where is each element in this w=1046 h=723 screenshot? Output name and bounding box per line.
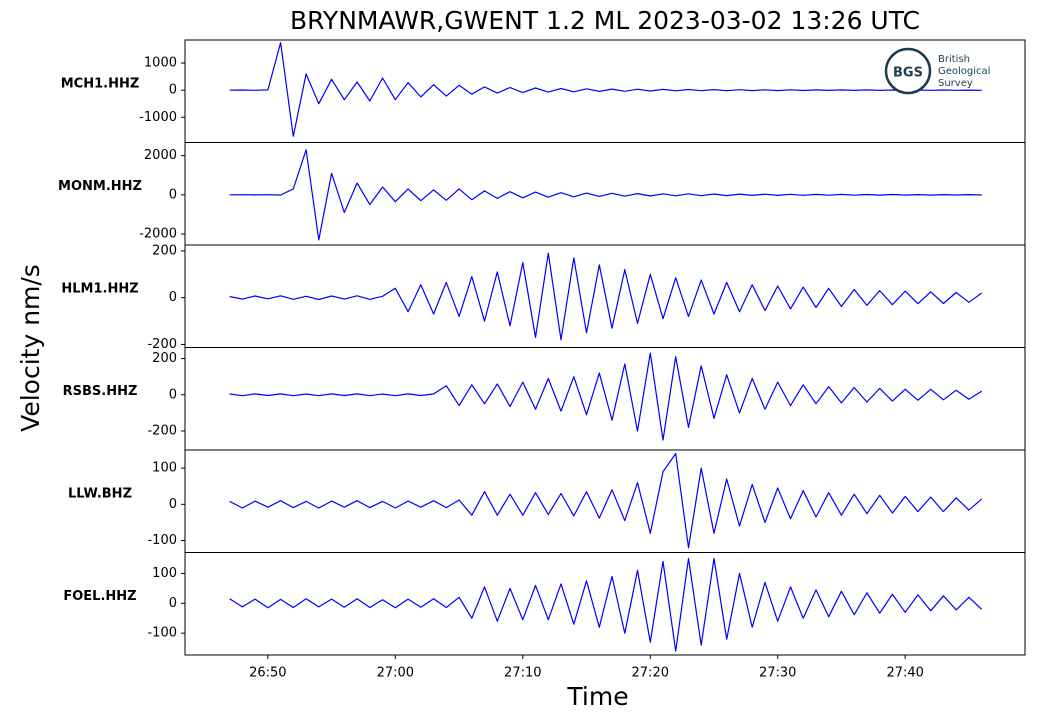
- y-tick-label: 0: [169, 497, 177, 512]
- y-tick-label: 100: [152, 461, 177, 476]
- logo: BGS British Geological Survey: [884, 47, 990, 95]
- x-tick-label: 27:30: [759, 666, 796, 681]
- x-tick-label: 27:10: [504, 666, 541, 681]
- y-tick-label: 0: [169, 187, 177, 202]
- waveform: [229, 557, 983, 652]
- logo-ring: [884, 47, 932, 95]
- y-tick-label: 100: [152, 566, 177, 581]
- y-tick-label: -200: [147, 337, 177, 352]
- logo-text: Geological: [938, 66, 990, 77]
- x-tick-label: 27:40: [886, 666, 923, 681]
- station-label: HLM1.HHZ: [61, 282, 138, 297]
- waveform: [229, 453, 983, 549]
- station-label: RSBS.HHZ: [63, 384, 138, 399]
- y-axis-label: Velocity nm/s: [16, 264, 45, 432]
- station-label: LLW.BHZ: [68, 487, 132, 502]
- y-tick-label: 0: [169, 83, 177, 98]
- y-tick-label: -100: [147, 533, 177, 548]
- y-tick-label: -200: [147, 423, 177, 438]
- y-tick-label: -2000: [139, 227, 177, 242]
- y-tick-label: 0: [169, 596, 177, 611]
- x-tick-label: 27:20: [632, 666, 669, 681]
- y-tick-label: -100: [147, 626, 177, 641]
- station-label: MCH1.HHZ: [61, 77, 140, 92]
- y-tick-label: 200: [152, 243, 177, 258]
- y-tick-label: 1000: [144, 56, 177, 71]
- y-tick-label: 200: [152, 351, 177, 366]
- x-tick-label: 26:50: [249, 666, 286, 681]
- waveform: [229, 42, 982, 137]
- x-tick-label: 27:00: [377, 666, 414, 681]
- chart-title: BRYNMAWR,GWENT 1.2 ML 2023-03-02 13:26 U…: [290, 6, 920, 35]
- y-tick-label: 0: [169, 387, 177, 402]
- waveform: [229, 352, 983, 441]
- logo-text: British: [938, 54, 970, 65]
- station-label: MONM.HHZ: [58, 179, 142, 194]
- waveform: [229, 252, 983, 341]
- panel-frame: [184, 552, 1026, 656]
- y-tick-label: -1000: [139, 110, 177, 125]
- y-tick-label: 0: [169, 290, 177, 305]
- logo-mark: BGS: [893, 66, 923, 81]
- logo-text: Survey: [938, 78, 973, 89]
- waveform: [229, 149, 982, 241]
- y-tick-label: 2000: [144, 148, 177, 163]
- x-axis-label: Time: [566, 682, 628, 711]
- station-label: FOEL.HHZ: [63, 589, 136, 604]
